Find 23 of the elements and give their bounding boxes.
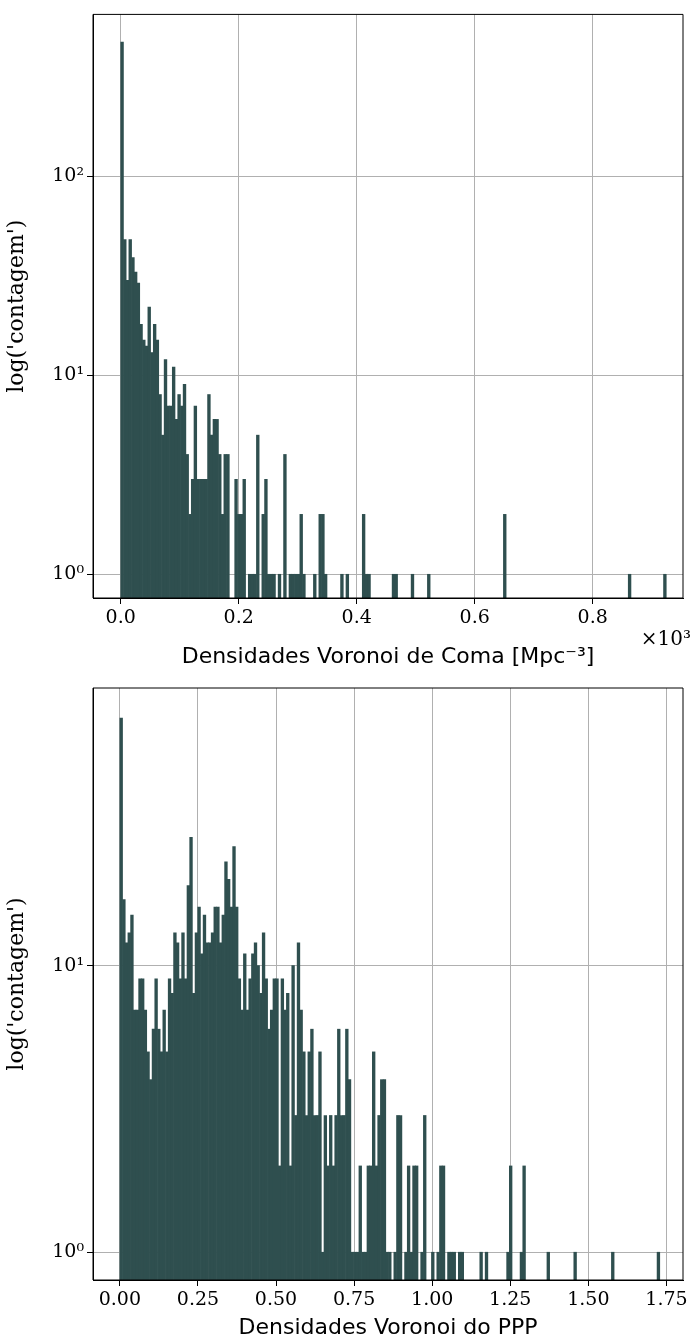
x-tick-label: 1.00 xyxy=(411,1287,454,1310)
text: ×10³ xyxy=(640,626,691,651)
y-tick-label: 10² xyxy=(52,163,84,186)
x-tick-label: 0.4 xyxy=(341,605,372,628)
x-tick-label: 0.50 xyxy=(254,1287,298,1310)
x-tick-label: 1.50 xyxy=(567,1287,610,1310)
x-tick-label: 0.0 xyxy=(105,605,136,628)
x-tick-label: 0.2 xyxy=(223,605,254,628)
x-tick-label: 0.25 xyxy=(176,1287,220,1310)
x-axis-title: Densidades Voronoi de Coma [Mpc⁻³] xyxy=(181,642,595,668)
x-tick-label: 0.8 xyxy=(577,605,608,628)
x-tick-label: 0.75 xyxy=(332,1287,376,1310)
y-tick-label: 10⁰ xyxy=(52,561,85,584)
x-tick-label: 0.6 xyxy=(459,605,490,628)
y-axis-title: log('contagem') xyxy=(2,897,28,1071)
y-tick-label: 10¹ xyxy=(52,952,84,975)
y-tick-label: 10⁰ xyxy=(52,1239,85,1262)
x-tick-label: 0.00 xyxy=(98,1287,142,1310)
x-axis-title: Densidades Voronoi do PPP xyxy=(238,1313,538,1339)
y-tick-label: 10¹ xyxy=(52,362,84,385)
x-tick-label: 1.25 xyxy=(489,1287,532,1310)
y-axis-title: log('contagem') xyxy=(2,219,28,393)
x-tick-label: 1.75 xyxy=(645,1287,688,1310)
